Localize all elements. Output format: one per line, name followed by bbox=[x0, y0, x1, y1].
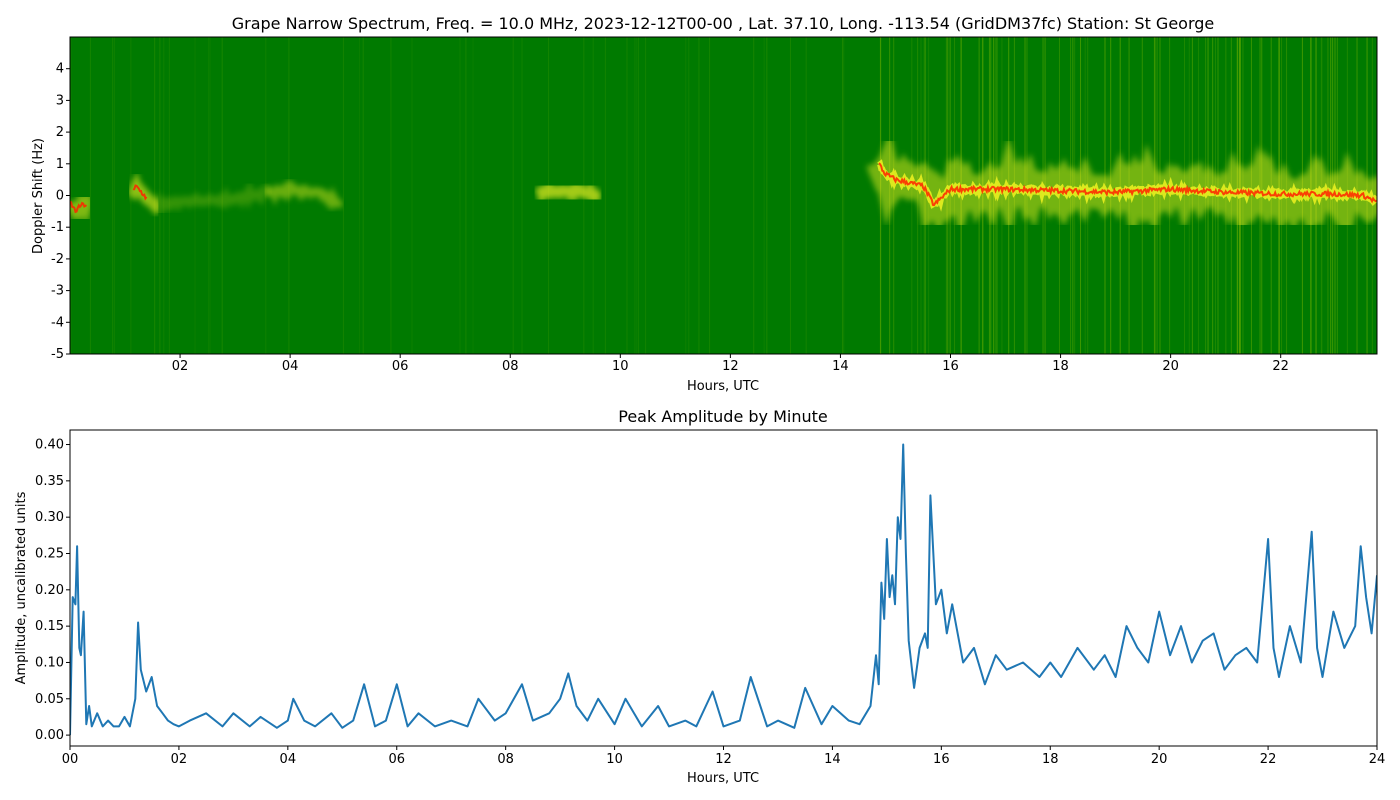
spectrogram-x-ticks: 02 04 06 08 10 12 14 16 18 20 22 bbox=[172, 354, 1289, 374]
y-tick-label: 3 bbox=[56, 93, 64, 108]
x-tick-label: 02 bbox=[172, 359, 189, 374]
spectrogram-signal-layer bbox=[70, 130, 1377, 242]
amplitude-title: Peak Amplitude by Minute bbox=[618, 407, 828, 426]
x-tick-label: 18 bbox=[1042, 752, 1059, 767]
amplitude-x-ticks: 00 02 04 06 08 10 12 14 16 18 20 22 24 bbox=[62, 746, 1386, 767]
x-tick-label: 06 bbox=[392, 359, 409, 374]
y-tick-label: 0.20 bbox=[35, 583, 64, 598]
y-tick-label: 0.15 bbox=[35, 619, 64, 634]
x-tick-label: 18 bbox=[1052, 359, 1069, 374]
x-tick-label: 04 bbox=[280, 752, 297, 767]
x-tick-label: 24 bbox=[1369, 752, 1386, 767]
x-tick-label: 22 bbox=[1260, 752, 1277, 767]
spectrogram-y-axis-label: Doppler Shift (Hz) bbox=[31, 138, 46, 254]
y-tick-label: -1 bbox=[51, 220, 64, 235]
x-tick-label: 14 bbox=[824, 752, 841, 767]
x-tick-label: 22 bbox=[1272, 359, 1289, 374]
doppler-peak-line bbox=[132, 184, 148, 201]
amplitude-x-axis-label: Hours, UTC bbox=[687, 771, 759, 786]
amplitude-panel: Peak Amplitude by Minute 00 02 04 06 08 10 12 1… bbox=[14, 407, 1385, 786]
y-tick-label: 0.40 bbox=[35, 438, 64, 453]
amplitude-plot-area bbox=[70, 443, 1377, 736]
x-tick-label: 16 bbox=[942, 359, 959, 374]
doppler-peak-line bbox=[878, 162, 1377, 207]
x-tick-label: 04 bbox=[282, 359, 299, 374]
spectrogram-title: Grape Narrow Spectrum, Freq. = 10.0 MHz,… bbox=[232, 14, 1215, 33]
x-tick-label: 02 bbox=[171, 752, 188, 767]
spectrogram-plot-area bbox=[70, 37, 1377, 354]
y-tick-label: 1 bbox=[56, 157, 64, 172]
y-tick-label: 2 bbox=[56, 125, 64, 140]
amplitude-y-axis-label: Amplitude, uncalibrated units bbox=[14, 491, 29, 684]
y-tick-label: 0.25 bbox=[35, 546, 64, 561]
x-tick-label: 06 bbox=[388, 752, 405, 767]
x-tick-label: 16 bbox=[933, 752, 950, 767]
amplitude-series-line bbox=[70, 443, 1377, 736]
y-tick-label: 0.05 bbox=[35, 692, 64, 707]
x-tick-label: 20 bbox=[1151, 752, 1168, 767]
x-tick-label: 14 bbox=[832, 359, 849, 374]
x-tick-label: 10 bbox=[606, 752, 623, 767]
amplitude-frame bbox=[69, 429, 1378, 747]
x-tick-label: 10 bbox=[612, 359, 629, 374]
y-tick-label: 0.10 bbox=[35, 655, 64, 670]
signal-band bbox=[264, 178, 344, 212]
y-tick-label: 4 bbox=[56, 62, 64, 77]
y-tick-label: 0.35 bbox=[35, 474, 64, 489]
y-tick-label: 0.00 bbox=[35, 728, 64, 743]
x-tick-label: 00 bbox=[62, 752, 79, 767]
amplitude-y-ticks: 0.00 0.05 0.10 0.15 0.20 0.25 0.30 0.35 0.40 bbox=[35, 438, 70, 743]
y-tick-label: -5 bbox=[51, 347, 64, 362]
doppler-peak-line bbox=[70, 200, 88, 214]
x-tick-label: 08 bbox=[502, 359, 519, 374]
y-tick-label: 0 bbox=[56, 189, 64, 204]
signal-band bbox=[534, 176, 603, 209]
y-tick-label: 0.30 bbox=[35, 510, 64, 525]
signal-band bbox=[154, 178, 271, 219]
y-tick-label: -3 bbox=[51, 284, 64, 299]
spectrogram-panel: Grape Narrow Spectrum, Freq. = 10.0 MHz,… bbox=[31, 14, 1378, 394]
x-tick-label: 08 bbox=[497, 752, 514, 767]
x-tick-label: 20 bbox=[1162, 359, 1179, 374]
y-tick-label: -2 bbox=[51, 252, 64, 267]
x-tick-label: 12 bbox=[722, 359, 739, 374]
signal-band bbox=[70, 183, 94, 227]
spectrogram-x-axis-label: Hours, UTC bbox=[687, 379, 759, 394]
x-tick-label: 12 bbox=[715, 752, 732, 767]
spectrogram-y-ticks: -5 -4 -3 -2 -1 0 1 2 3 4 bbox=[51, 62, 70, 362]
y-tick-label: -4 bbox=[51, 315, 64, 330]
